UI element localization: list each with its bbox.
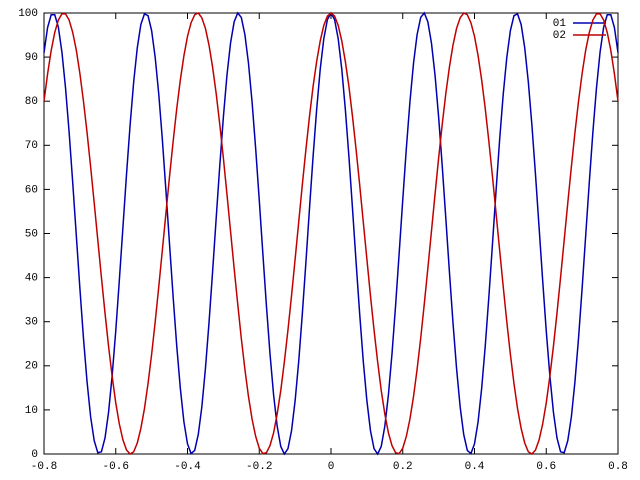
y-tick-label: 80 [25,96,38,108]
y-tick-label: 30 [25,317,38,329]
y-tick-label: 90 [25,52,38,64]
x-tick-label: -0.8 [31,461,57,473]
y-tick-label: 50 [25,228,38,240]
series-line [43,11,619,456]
legend-label: 01 [553,18,567,30]
x-tick-label: -0.2 [246,461,272,473]
legend-label: 02 [553,30,566,42]
x-tick-label: -0.4 [174,461,201,473]
plot-border [43,12,619,455]
x-tick-label: -0.6 [103,461,129,473]
x-tick-label: 0.8 [608,461,628,473]
y-tick-label: 70 [25,140,38,152]
y-tick-label: 10 [25,405,38,417]
y-tick-label: 20 [25,361,38,373]
x-tick-label: 0.2 [393,461,413,473]
y-tick-label: 40 [25,273,38,285]
y-tick-label: 0 [31,449,38,461]
y-tick-label: 60 [25,184,38,196]
series-line [43,12,619,455]
x-tick-label: 0.6 [536,461,556,473]
x-tick-label: 0.4 [465,461,485,473]
x-tick-label: 0 [328,461,335,473]
y-tick-label: 100 [18,8,38,20]
